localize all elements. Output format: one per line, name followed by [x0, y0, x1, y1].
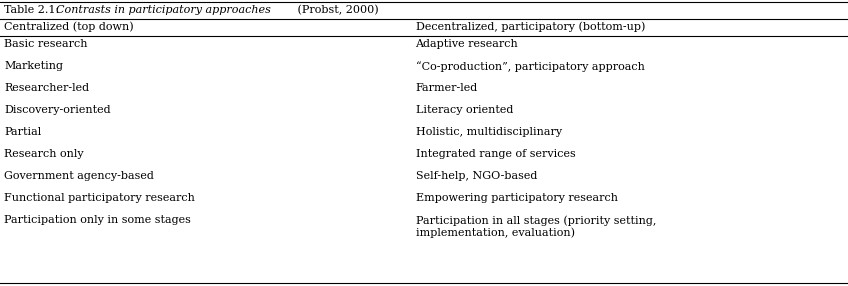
- Text: Farmer-led: Farmer-led: [416, 83, 477, 93]
- Text: Table 2.1:: Table 2.1:: [4, 5, 63, 15]
- Text: “Co-production”, participatory approach: “Co-production”, participatory approach: [416, 61, 644, 72]
- Text: Marketing: Marketing: [4, 61, 63, 71]
- Text: Adaptive research: Adaptive research: [416, 39, 518, 49]
- Text: Integrated range of services: Integrated range of services: [416, 149, 575, 159]
- Text: Basic research: Basic research: [4, 39, 87, 49]
- Text: Partial: Partial: [4, 127, 42, 137]
- Text: Participation in all stages (priority setting,
implementation, evaluation): Participation in all stages (priority se…: [416, 215, 656, 238]
- Text: Researcher-led: Researcher-led: [4, 83, 89, 93]
- Text: Contrasts in participatory approaches: Contrasts in participatory approaches: [56, 5, 271, 15]
- Text: Centralized (top down): Centralized (top down): [4, 21, 134, 31]
- Text: Literacy oriented: Literacy oriented: [416, 105, 513, 115]
- Text: (Probst, 2000): (Probst, 2000): [294, 5, 378, 15]
- Text: Discovery-oriented: Discovery-oriented: [4, 105, 110, 115]
- Text: Empowering participatory research: Empowering participatory research: [416, 193, 617, 203]
- Text: Self-help, NGO-based: Self-help, NGO-based: [416, 171, 537, 181]
- Text: Participation only in some stages: Participation only in some stages: [4, 215, 191, 225]
- Text: Functional participatory research: Functional participatory research: [4, 193, 195, 203]
- Text: Government agency-based: Government agency-based: [4, 171, 153, 181]
- Text: Holistic, multidisciplinary: Holistic, multidisciplinary: [416, 127, 561, 137]
- Text: Decentralized, participatory (bottom-up): Decentralized, participatory (bottom-up): [416, 21, 644, 31]
- Text: Research only: Research only: [4, 149, 84, 159]
